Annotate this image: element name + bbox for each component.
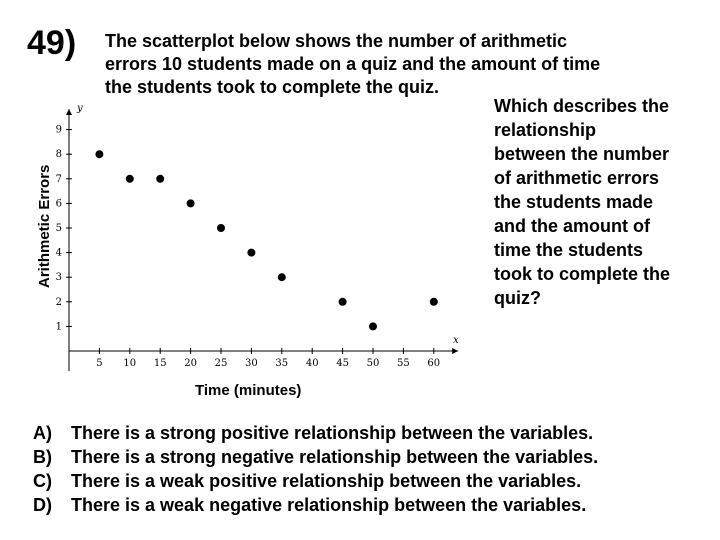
x-tick-label: 50 — [367, 358, 380, 369]
y-tick-label: 9 — [56, 125, 62, 136]
intro-line: The scatterplot below shows the number o… — [105, 31, 568, 51]
y-tick-label: 8 — [56, 149, 62, 160]
y-axis-arrow — [66, 109, 72, 115]
data-point — [186, 199, 195, 208]
y-tick-label: 2 — [56, 297, 62, 308]
question-prompt: Which describes the relationship between… — [494, 94, 720, 310]
x-tick-label: 25 — [215, 358, 228, 369]
x-tick-label: 10 — [123, 358, 136, 369]
y-tick-label: 4 — [56, 248, 62, 259]
choice-c[interactable]: C) There is a weak positive relationship… — [33, 469, 598, 493]
prompt-line: time the students — [494, 240, 644, 260]
x-tick-label: 30 — [245, 358, 258, 369]
question-number: 49) — [27, 24, 77, 62]
intro-line: errors 10 students made on a quiz and th… — [105, 54, 601, 74]
data-point — [217, 224, 225, 232]
x-tick-label: 45 — [336, 358, 349, 369]
prompt-line: between the number — [494, 144, 670, 164]
data-point — [429, 297, 438, 306]
x-axis-label: Time (minutes) — [195, 382, 302, 399]
y-tick-label: 1 — [56, 321, 62, 332]
choice-letter: C) — [33, 471, 52, 491]
choice-d[interactable]: D) There is a weak negative relationship… — [33, 493, 598, 517]
y-tick-label: 7 — [56, 174, 62, 185]
choice-b[interactable]: B) There is a strong negative relationsh… — [33, 445, 598, 469]
choice-text: There is a weak positive relationship be… — [71, 471, 582, 491]
data-point — [125, 174, 134, 183]
x-tick-label: 60 — [427, 358, 440, 369]
y-tick-label: 5 — [56, 223, 62, 234]
x-axis-arrow — [452, 348, 459, 354]
answer-choices: A) There is a strong positive relationsh… — [33, 421, 598, 517]
x-tick-label: 40 — [306, 358, 319, 369]
prompt-line: took to complete the — [494, 264, 671, 284]
prompt-line: and the amount of — [494, 216, 650, 236]
data-point — [247, 248, 256, 257]
choice-text: There is a strong negative relationship … — [71, 447, 599, 467]
choice-text: There is a weak negative relationship be… — [71, 495, 587, 515]
data-point — [277, 273, 286, 282]
prompt-line: relationship — [494, 120, 597, 140]
prompt-line: of arithmetic errors — [494, 168, 660, 188]
prompt-line: quiz? — [494, 288, 541, 308]
y-tick-label: 6 — [56, 198, 62, 209]
y-tick-label: 3 — [56, 272, 62, 283]
x-tick-label: 55 — [397, 358, 410, 369]
x-tick-label: 20 — [184, 358, 197, 369]
choice-letter: A) — [33, 423, 52, 443]
y-axis-label: Arithmetic Errors — [36, 164, 53, 288]
data-point — [338, 297, 347, 306]
choice-text: There is a strong positive relationship … — [71, 423, 594, 443]
x-tick-label: 5 — [96, 358, 102, 369]
question-intro: The scatterplot below shows the number o… — [105, 30, 665, 99]
x-axis-letter: x — [453, 335, 459, 346]
prompt-line: the students made — [494, 192, 654, 212]
prompt-line: Which describes the — [494, 96, 670, 116]
x-tick-label: 35 — [275, 358, 288, 369]
choice-letter: D) — [33, 495, 52, 515]
y-axis-letter: y — [76, 103, 83, 114]
data-point — [156, 174, 165, 183]
choice-letter: B) — [33, 447, 52, 467]
intro-line: the students took to complete the quiz. — [105, 77, 440, 97]
data-point — [369, 322, 377, 331]
data-point — [95, 150, 104, 159]
choice-a[interactable]: A) There is a strong positive relationsh… — [33, 421, 598, 445]
x-tick-label: 15 — [154, 358, 167, 369]
